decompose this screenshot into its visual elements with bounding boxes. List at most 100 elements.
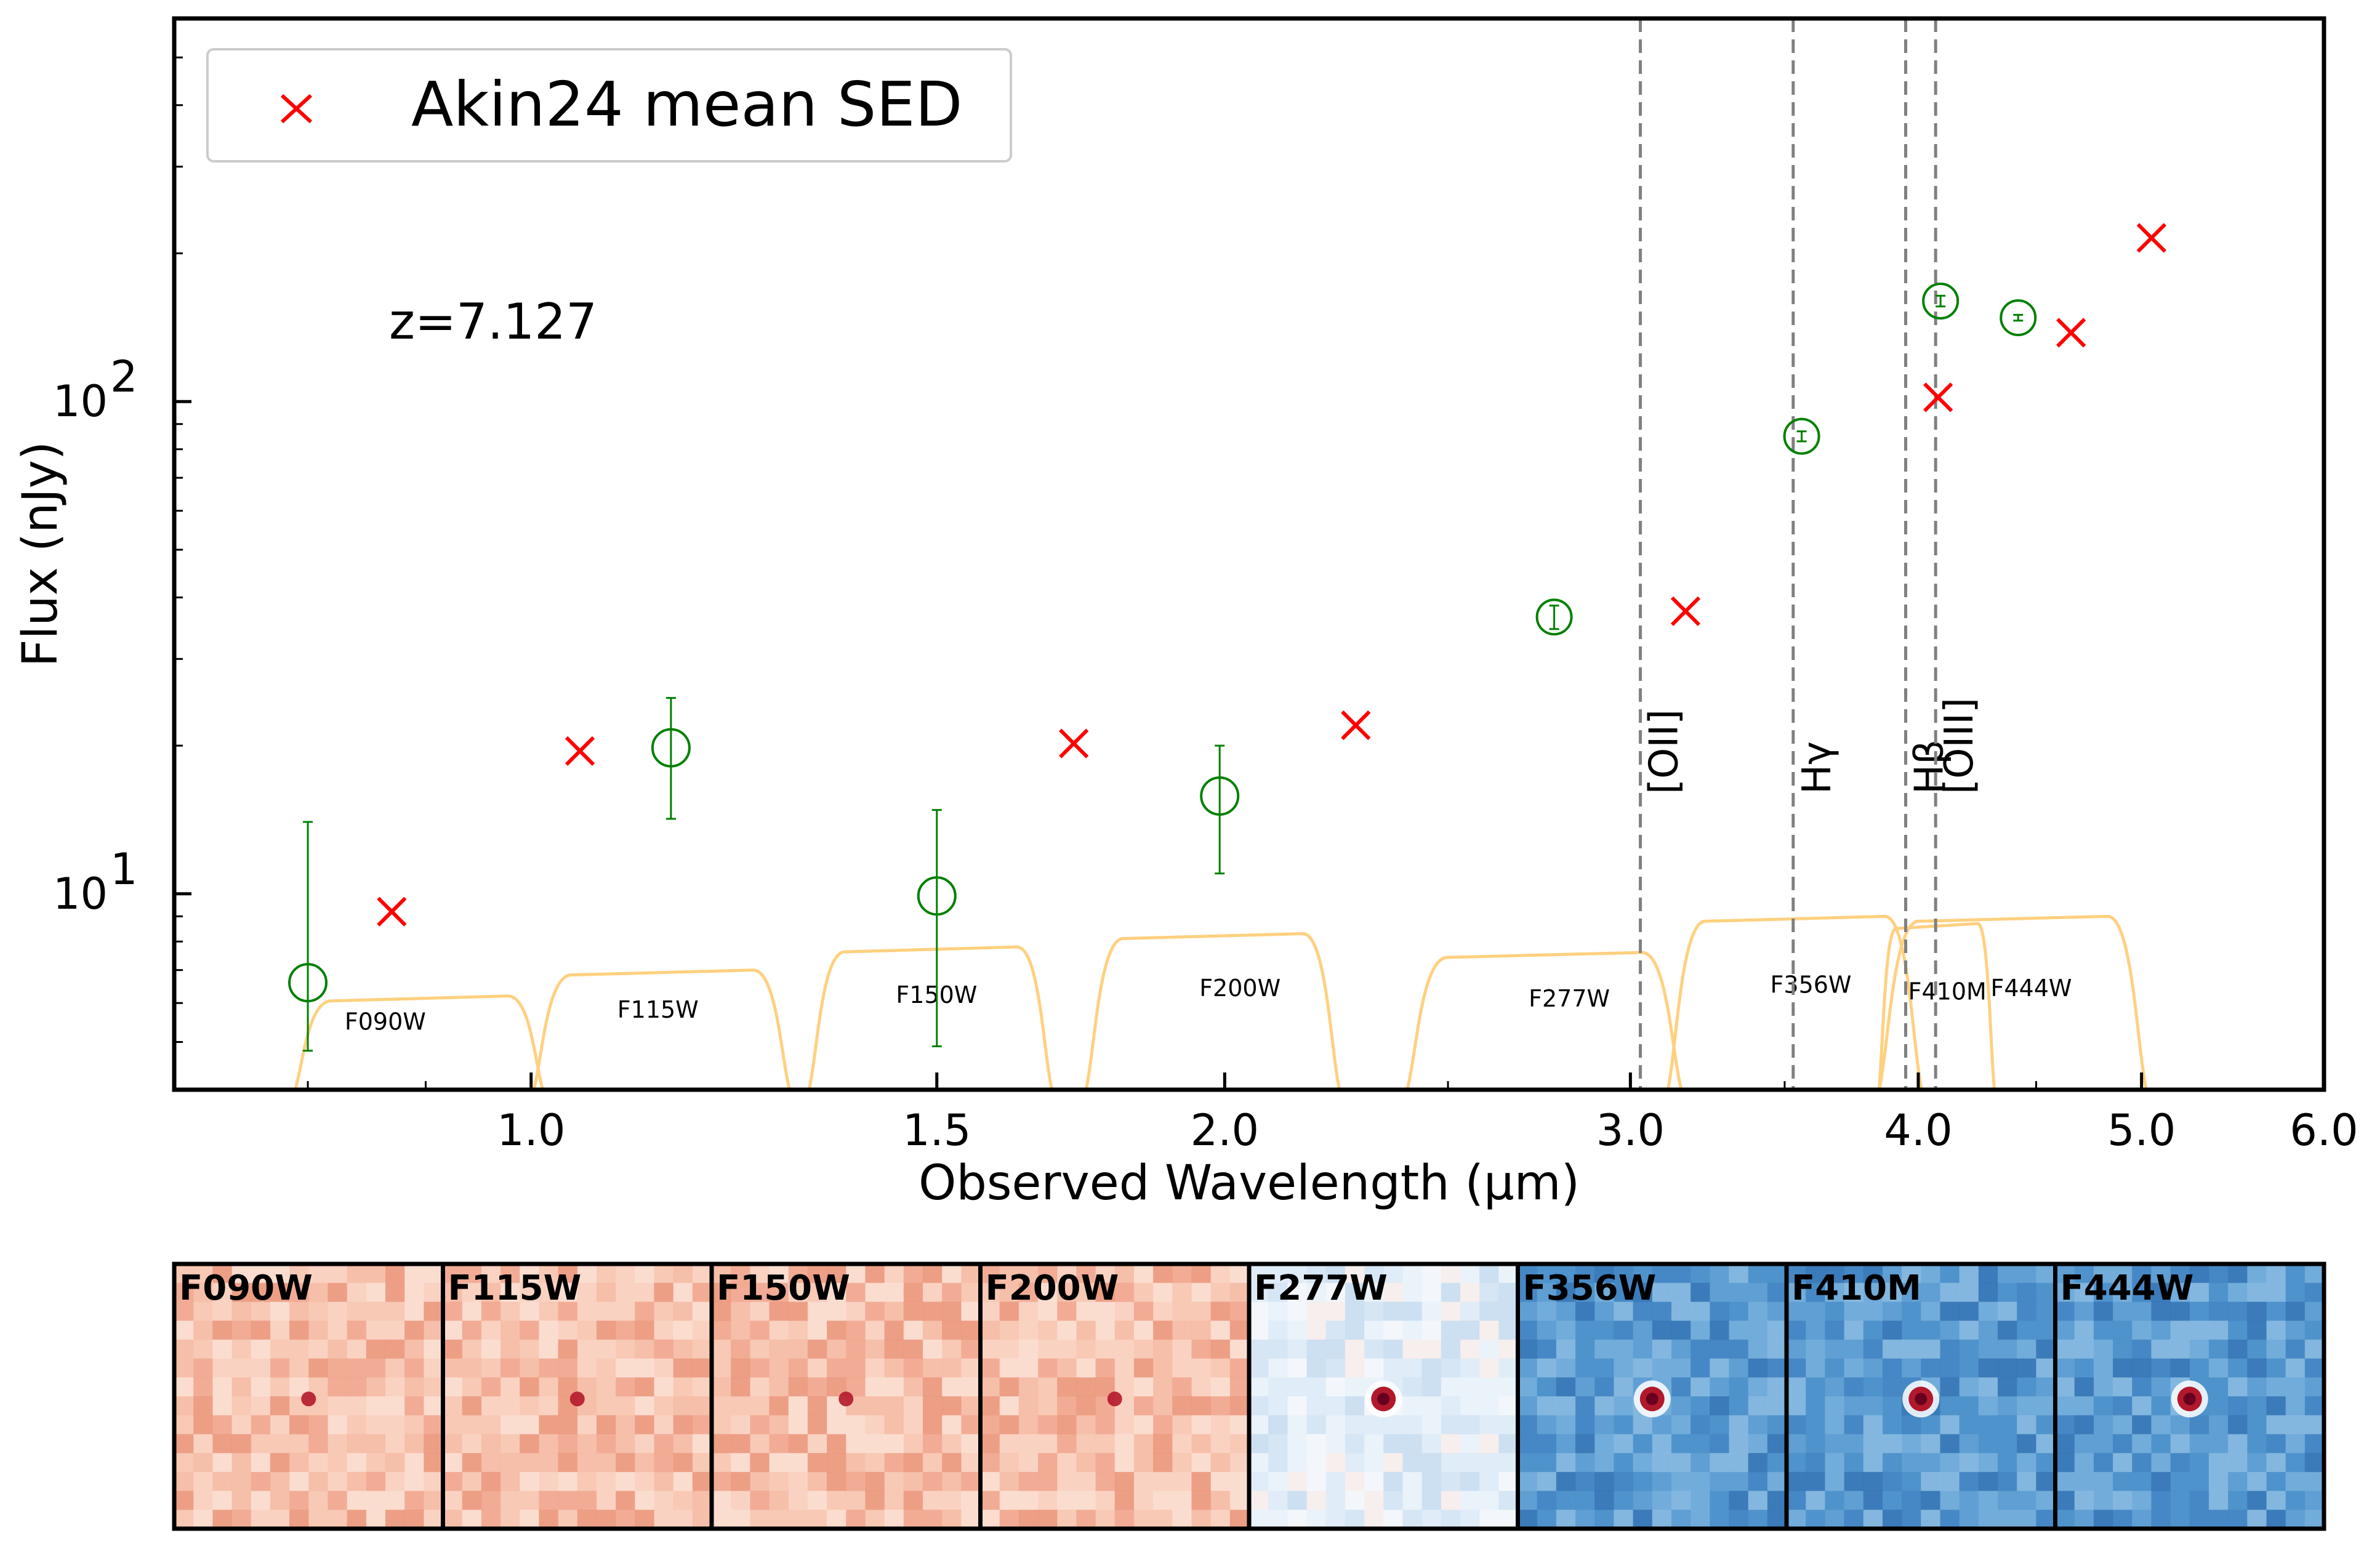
cutout-pixel (769, 1396, 789, 1416)
cutout-pixel (1997, 1415, 2017, 1434)
cutout-pixel (308, 1358, 328, 1378)
cutout-pixel (2017, 1471, 2036, 1492)
cutout-pixel (366, 1321, 386, 1340)
cutout-pixel (1940, 1358, 1960, 1378)
filter-curve-f115w (532, 968, 792, 1090)
cutout-pixel (1229, 1321, 1250, 1340)
cutout-pixel (788, 1415, 808, 1434)
cutout-pixel (884, 1510, 904, 1529)
cutout-pixel (1076, 1510, 1096, 1529)
cutout-pixel (1767, 1339, 1787, 1359)
cutout-pixel (1882, 1339, 1902, 1359)
cutout-pixel (1479, 1453, 1499, 1473)
cutout-pixel (193, 1282, 213, 1302)
photometry-point (1535, 598, 1573, 636)
cutout-pixel (1421, 1321, 1442, 1340)
cutout-pixel (174, 1339, 194, 1359)
cutout-pixel (1095, 1321, 1116, 1340)
cutout-pixel (1844, 1321, 1864, 1340)
cutout-pixel (424, 1282, 443, 1302)
cutout-pixel (1940, 1282, 1960, 1302)
cutout-pixel (347, 1453, 367, 1473)
cutout-pixel (1441, 1358, 1461, 1378)
cutout-pixel (1575, 1471, 1595, 1492)
cutout-pixel (1825, 1358, 1845, 1378)
cutout-pixel (1345, 1282, 1365, 1302)
cutout-pixel (673, 1415, 693, 1434)
cutout-pixel (807, 1321, 827, 1340)
cutout-pixel (903, 1471, 923, 1492)
cutout-pixel (1325, 1321, 1346, 1340)
cutout-pixel (1902, 1339, 1921, 1359)
cutout-pixel (1383, 1339, 1403, 1359)
cutout-pixel (2074, 1415, 2094, 1434)
cutout-pixel (2093, 1282, 2113, 1302)
cutout-pixel (1460, 1434, 1480, 1454)
cutout-pixel (1018, 1491, 1039, 1510)
cutout-pixel (2036, 1396, 2056, 1416)
cutout-pixel (807, 1471, 827, 1492)
cutout-pixel (1902, 1453, 1921, 1473)
cutout-pixel (980, 1396, 1000, 1416)
y-tick-exponent: 2 (110, 352, 138, 402)
cutout-pixel (1249, 1358, 1269, 1378)
cutout-pixel (1633, 1339, 1653, 1359)
cutout-pixel (1806, 1415, 1825, 1434)
cutout-pixel (212, 1339, 233, 1359)
cutout-pixel (1153, 1264, 1173, 1284)
cutout-pixel (481, 1321, 501, 1340)
cutout-pixel (1691, 1491, 1710, 1510)
cutout-pixel (1479, 1434, 1499, 1454)
cutout-pixel (942, 1339, 962, 1359)
cutout-pixel (1076, 1434, 1096, 1454)
emission-line-label-2: Hβ (1907, 739, 1953, 794)
cutout-pixel (654, 1264, 674, 1284)
cutout-pixel (807, 1453, 827, 1473)
cutout-pixel (865, 1321, 885, 1340)
cutout-pixel (2247, 1377, 2267, 1397)
y-axis-title: Flux (nJy) (13, 441, 68, 667)
cutout-pixel (2074, 1396, 2094, 1416)
cutout-pixel (1172, 1471, 1192, 1492)
photometry-point (1783, 417, 1820, 455)
cutout-pixel (2151, 1510, 2171, 1529)
cutout-pixel (1863, 1471, 1883, 1492)
cutout-pixel (385, 1339, 405, 1359)
cutout-pixel (750, 1264, 770, 1284)
cutout-pixel (212, 1282, 233, 1302)
cutout-pixel (462, 1339, 482, 1359)
cutout-pixel (922, 1282, 943, 1302)
cutout-pixel (788, 1396, 808, 1416)
cutout-pixel (501, 1358, 520, 1378)
cutout-pixel (347, 1321, 367, 1340)
sed-point (2056, 318, 2086, 348)
cutout-pixel (1153, 1377, 1173, 1397)
cutout-pixel (2151, 1491, 2171, 1510)
cutout-pixel (1556, 1396, 1576, 1416)
cutout-pixel (2228, 1510, 2248, 1529)
cutout-pixel (1652, 1282, 1672, 1302)
cutout-pixel (1038, 1491, 1058, 1510)
cutout-pixel (2285, 1491, 2306, 1510)
cutout-pixel (1537, 1491, 1557, 1510)
cutout-pixel (596, 1453, 616, 1473)
cutout-pixel (520, 1471, 539, 1492)
cutout-pixel (1921, 1264, 1940, 1284)
cutout-pixel (1787, 1302, 1806, 1321)
cutout-pixel (1729, 1339, 1749, 1359)
cutout-pixel (1671, 1339, 1691, 1359)
cutout-pixel (1172, 1358, 1192, 1378)
cutout-pixel (1940, 1415, 1960, 1434)
x-tick-label: 1.0 (497, 1105, 565, 1156)
cutout-pixel (404, 1377, 424, 1397)
cutout-pixel (1383, 1264, 1403, 1284)
cutout-pixel (1153, 1302, 1173, 1321)
cutout-pixel (1038, 1453, 1058, 1473)
cutout-pixel (558, 1491, 578, 1510)
cutout-pixel (846, 1264, 866, 1284)
cutout-pixel (1691, 1471, 1710, 1492)
cutout-pixel (692, 1282, 712, 1302)
cutout-pixel (731, 1396, 750, 1416)
cutout-pixel (654, 1396, 674, 1416)
cutout-pixel (577, 1453, 597, 1473)
